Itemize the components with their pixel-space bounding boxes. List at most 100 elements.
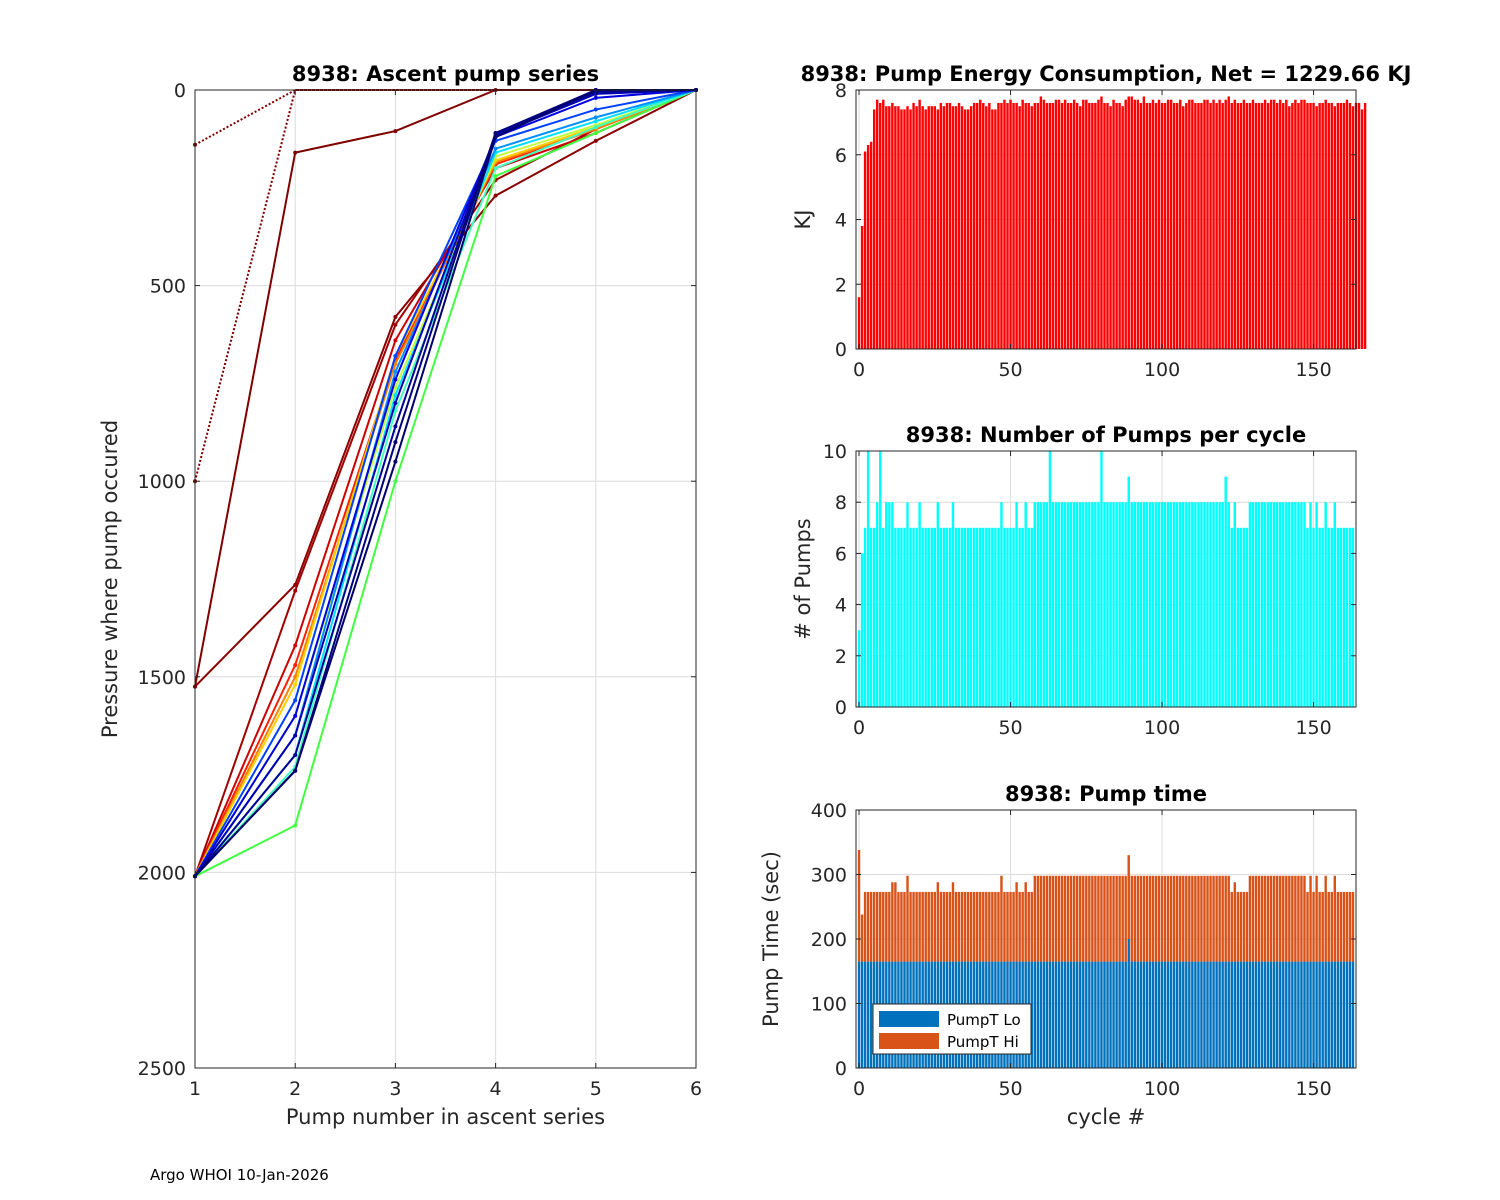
bar [1015,502,1018,707]
x-tick-label: 0 [853,359,865,381]
bar-segment [1291,875,1294,962]
bar [891,502,894,707]
bar-segment [1060,875,1064,962]
bar-segment [1279,875,1282,962]
bar [1197,102,1200,349]
bar-segment [1003,891,1006,962]
bar [1230,527,1233,707]
bar [1227,502,1230,707]
bar [879,102,882,349]
bar-segment [894,882,897,962]
bar [1312,527,1315,707]
bar [1100,451,1103,707]
bar [1224,99,1227,350]
bar [1121,106,1124,349]
y-tick-label: 200 [811,929,847,951]
y-tick-label: 0 [174,80,186,102]
bar [1282,102,1285,349]
bar [1230,102,1233,349]
bar [1345,99,1349,350]
data-point [293,753,298,758]
bar [1018,106,1021,349]
bar-segment [1115,875,1118,962]
bar [918,99,921,350]
bar-segment [1139,875,1143,962]
bar [1036,502,1040,707]
bar-segment [1030,961,1033,1068]
bar-segment [982,891,985,962]
bar-segment [1094,961,1097,1068]
bar-segment [1236,961,1240,1068]
bar [1063,502,1067,707]
bar-segment [1339,961,1343,1068]
bar-segment [1209,961,1212,1068]
bar-segment [1312,891,1315,962]
legend-label: PumpT Hi [947,1033,1019,1051]
bar-segment [1330,961,1333,1068]
bar [885,502,888,707]
legend-swatch [879,1033,939,1049]
bar-segment [1333,875,1336,962]
bar-segment [1060,961,1064,1068]
bar [1294,502,1297,707]
bar [1136,502,1140,707]
bar [1306,102,1309,349]
bar-segment [1245,891,1249,962]
bar [1191,99,1194,350]
bar [1297,502,1300,707]
bar [1357,102,1361,349]
bar-segment [1091,875,1094,962]
bar [1136,99,1140,350]
bar [942,106,946,349]
bar-segment [1251,875,1255,962]
bar-segment [1279,961,1282,1068]
bar-segment [882,891,885,962]
bar-segment [1118,961,1121,1068]
bar-segment [1339,891,1343,962]
bar [1051,502,1055,707]
bar-segment [1315,875,1318,962]
bar [1321,527,1324,707]
y-tick-label: 10 [823,441,847,463]
bar-segment [1103,961,1106,1068]
bar [879,451,882,707]
bar [930,527,933,707]
bar [1197,502,1200,707]
bar-segment [1318,961,1321,1068]
bar [1260,102,1264,349]
bar-segment [1248,961,1252,1068]
x-tick-label: 2 [289,1078,301,1100]
y-tick-label: 2 [835,274,847,296]
bar [1227,96,1230,349]
bar [1333,502,1336,707]
bar-segment [1085,961,1088,1068]
bar [869,141,873,349]
bar-segment [1230,891,1233,962]
bar [997,102,1000,349]
bar-segment [1166,961,1170,1068]
bar [891,102,894,349]
bar [863,527,867,707]
y-axis-label: # of Pumps [791,518,815,640]
bar [1133,502,1136,707]
bar [1103,502,1106,707]
bar [1269,502,1273,707]
data-point [293,768,298,773]
bar [1157,502,1161,707]
bar [1054,502,1058,707]
bar-segment [1148,875,1152,962]
bar [888,106,891,349]
bar [1191,502,1194,707]
bar-segment [860,914,864,962]
bar [1027,102,1030,349]
bar-segment [1297,875,1300,962]
bar [985,527,988,707]
bar [1006,527,1009,707]
bar-segment [963,891,967,962]
bar [909,527,912,707]
y-tick-label: 4 [835,210,847,232]
bar-segment [1272,961,1276,1068]
bar [1124,502,1127,707]
bar [900,527,903,707]
